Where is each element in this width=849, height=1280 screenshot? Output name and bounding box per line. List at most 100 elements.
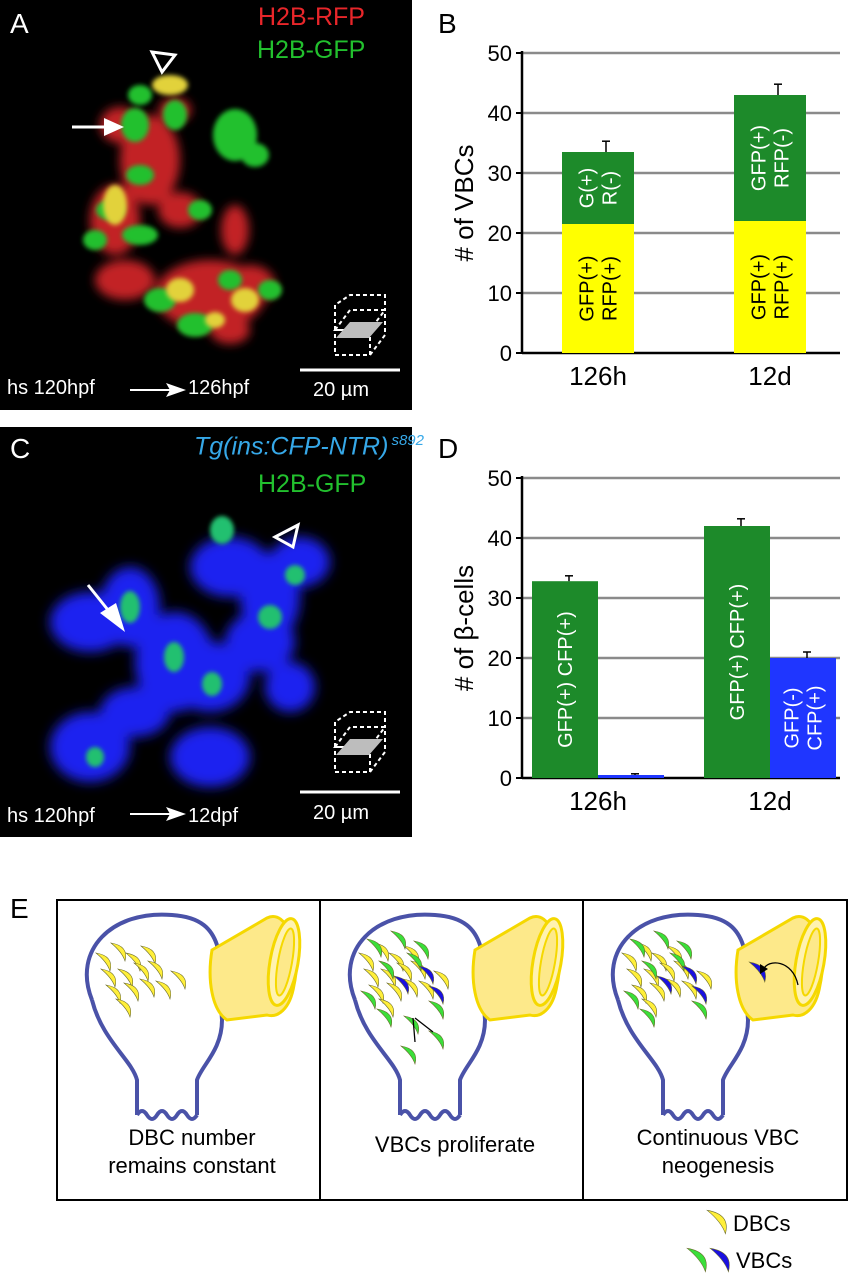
cell-icon — [648, 982, 665, 1003]
cell-icon — [709, 1247, 730, 1273]
cell-icon — [427, 985, 444, 1006]
diagram-caption: VBCs proliferate — [375, 1132, 535, 1157]
cell-icon — [94, 952, 111, 973]
neogenesis-arrowhead — [760, 964, 768, 974]
cell-icon — [377, 960, 394, 981]
bar — [532, 581, 598, 778]
cell-icon — [620, 952, 637, 973]
diagram-caption: remains constant — [108, 1153, 276, 1178]
cell-icon — [668, 952, 685, 973]
diagram-caption: DBC number — [128, 1125, 255, 1150]
panel-a-micrograph — [0, 0, 412, 410]
cell-icon — [640, 998, 657, 1019]
bar-label-line: GFP(+) — [749, 125, 771, 191]
orientation-cube-icon — [333, 711, 387, 773]
cell-icon — [417, 965, 434, 986]
cell-icon — [680, 980, 697, 1001]
y-axis-label-line: # of β-cells — [449, 565, 479, 691]
panel-c-letter: C — [10, 433, 31, 464]
caption-12dpf: 12dpf — [188, 805, 239, 827]
cell-icon — [401, 978, 418, 999]
cell-icon — [695, 970, 712, 991]
green-nuclei — [86, 516, 305, 767]
bar-segment — [734, 95, 806, 221]
division-arrow — [412, 1017, 416, 1043]
cell-icon — [399, 1045, 416, 1066]
cell-icon — [154, 980, 171, 1001]
panel-b-letter: B — [438, 8, 457, 39]
x-tick-label: 126h — [569, 786, 627, 816]
x-tick-label: 12d — [748, 361, 791, 391]
bar-label-line: RFP(+) — [772, 255, 794, 320]
bar-label: GFP(+)RFP(-) — [749, 125, 794, 191]
bar-label: GFP(-)CFP(+) — [782, 686, 827, 751]
scale-bar-label: 20 µm — [313, 379, 369, 401]
cell-icon — [99, 968, 116, 989]
long-arrow-icon — [130, 807, 186, 821]
cell-icon — [357, 952, 374, 973]
arrow-icon — [72, 118, 124, 136]
cell-icon — [427, 1030, 444, 1051]
bar-label: GFP(+) CFP(+) — [727, 584, 749, 721]
diagram-subpanel — [84, 912, 302, 1121]
panel-c-micrograph — [0, 427, 412, 837]
cell-icon — [625, 968, 642, 989]
cell-icon — [652, 930, 669, 951]
caption-hs-120hpf: hs 120hpf — [7, 377, 95, 399]
cell-icon — [432, 970, 449, 991]
diagram-frame — [56, 899, 848, 1201]
cell-icon — [412, 940, 429, 961]
bar-label: G(+)R(-) — [577, 168, 622, 209]
caption-hs-120hpf-c: hs 120hpf — [7, 805, 95, 827]
division-arrow — [414, 1017, 434, 1033]
panel-d-letter: D — [438, 433, 459, 464]
bar — [704, 526, 770, 778]
y-axis-label-line: # of VBCs — [449, 144, 479, 261]
green-nuclei — [83, 85, 282, 337]
bar-label: GFP(+)RFP(+) — [577, 255, 622, 321]
cell-icon — [680, 965, 697, 986]
cell-icon — [638, 1008, 655, 1029]
islet-outline — [610, 912, 751, 1115]
duct-lumen — [800, 927, 822, 997]
bar-label-line: GFP(-) — [782, 687, 804, 748]
cell-icon — [375, 1008, 392, 1029]
caption-126hpf: 126hpf — [188, 377, 250, 399]
bar-label-line: G(+) — [577, 168, 599, 209]
cell-icon — [387, 952, 404, 973]
arrow-icon — [86, 584, 125, 632]
cell-icon — [628, 938, 645, 959]
bar-label: GFP(+)RFP(+) — [749, 254, 794, 320]
legend-cfp-ntr: CFP-NTR) — [270, 432, 389, 461]
y-tick-label: 0 — [500, 341, 512, 366]
y-axis-label: # of β-cells — [449, 565, 479, 691]
chart-d: 0 10 20 30 40 50 # of β-cells 126h 12d GFP(+) CFP… — [449, 466, 840, 816]
bar-label-line: GFP(+) CFP(+) — [555, 611, 577, 748]
cell-icon — [417, 980, 434, 1001]
legend-tg-prefix: Tg(ins: — [194, 432, 271, 461]
cell-icon — [385, 982, 402, 1003]
legend-dbcs-label: DBCs — [733, 1211, 790, 1236]
cell-icon — [146, 960, 163, 981]
cell-icon — [686, 1247, 707, 1273]
diagram-caption: Continuous VBC — [637, 1125, 800, 1150]
y-axis-label: # of VBCs — [449, 144, 479, 261]
cell-icon — [392, 975, 409, 996]
y-tick-label: 50 — [488, 41, 512, 66]
y-tick-label: 40 — [488, 101, 512, 126]
orientation-cube-icon — [333, 294, 387, 356]
long-arrow-icon — [130, 383, 186, 397]
bar-label-line: GFP(+) — [749, 254, 771, 320]
y-tick-label: 50 — [488, 466, 512, 491]
y-tick-label: 10 — [488, 706, 512, 731]
cell-icon — [138, 978, 155, 999]
cell-icon — [114, 998, 131, 1019]
cell-icon — [675, 940, 692, 961]
cell-icon — [389, 930, 406, 951]
islet-wavy-edge — [398, 1109, 462, 1121]
legend-allele: s892 — [391, 432, 424, 449]
bar-label: GFP(+) CFP(+) — [555, 611, 577, 748]
bar-label-line: RFP(-) — [772, 128, 794, 188]
cell-icon — [169, 970, 186, 991]
cell-icon — [640, 960, 657, 981]
